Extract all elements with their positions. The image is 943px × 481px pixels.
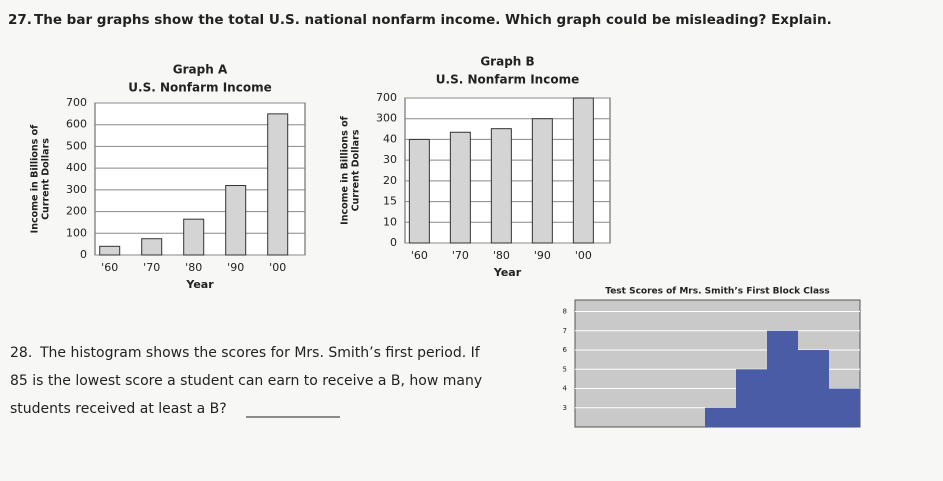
bar [183,218,205,256]
y-tick-label: 500 [66,139,87,152]
x-tick-label: '60 [101,261,118,274]
y-tick-label: 15 [383,195,397,208]
y-tick-label: 300 [66,183,87,196]
y-axis-label: Income in Billions of [30,124,41,233]
y-tick-label: 400 [66,161,87,174]
y-tick-label: 30 [383,153,397,166]
y-tick-label: 4 [563,385,568,393]
bar [408,138,430,244]
y-axis-label: Current Dollars [41,138,52,220]
y-tick-label: 7 [563,327,567,335]
y-tick-label: 700 [66,96,87,109]
bar [829,388,860,427]
x-tick-label: '00 [575,249,592,262]
x-tick-label: '80 [185,261,202,274]
bar [531,118,553,244]
y-tick-label: 10 [383,215,397,228]
bar [798,350,829,427]
x-tick-label: '00 [269,261,286,274]
x-tick-label: '60 [411,249,428,262]
graph-label: Graph A [173,63,228,77]
y-axis-label: Current Dollars [351,129,362,211]
question-text: The bar graphs show the total U.S. natio… [34,12,832,28]
y-tick-label: 300 [376,112,397,125]
bar [705,407,736,427]
bar [572,97,594,244]
bar [767,330,798,427]
x-tick-label: '70 [452,249,469,262]
x-axis-label: Year [185,278,214,291]
y-tick-label: 700 [376,91,397,104]
y-tick-label: 40 [383,132,397,145]
bar [490,128,512,244]
question-text: students received at least a B? [10,401,227,417]
bar [267,113,289,256]
y-tick-label: 8 [563,308,567,316]
bar [141,238,163,256]
y-tick-label: 6 [563,346,568,354]
question-number: 28. [10,345,32,361]
y-tick-label: 0 [80,248,87,261]
chart-title: Test Scores of Mrs. Smith’s First Block … [605,287,830,297]
bar [449,131,471,244]
question-text: 85 is the lowest score a student can ear… [10,373,482,389]
y-tick-label: 3 [563,404,567,412]
question-number: 27. [8,12,32,28]
y-tick-label: 5 [563,365,567,373]
x-tick-label: '70 [143,261,160,274]
y-tick-label: 20 [383,174,397,187]
y-tick-label: 200 [66,205,87,218]
graph-label: Graph B [480,55,534,69]
y-tick-label: 100 [66,226,87,239]
bar [99,245,121,256]
x-tick-label: '90 [227,261,244,274]
y-tick-label: 600 [66,118,87,131]
x-axis-label: Year [493,266,522,279]
x-tick-label: '90 [534,249,551,262]
x-tick-label: '80 [493,249,510,262]
bar [736,369,767,427]
bar [225,185,247,256]
y-axis-label: Income in Billions of [340,115,351,224]
y-tick-label: 0 [390,236,397,249]
chart-title: U.S. Nonfarm Income [436,73,579,87]
chart-title: U.S. Nonfarm Income [128,81,271,95]
question-text: The histogram shows the scores for Mrs. … [39,345,481,361]
